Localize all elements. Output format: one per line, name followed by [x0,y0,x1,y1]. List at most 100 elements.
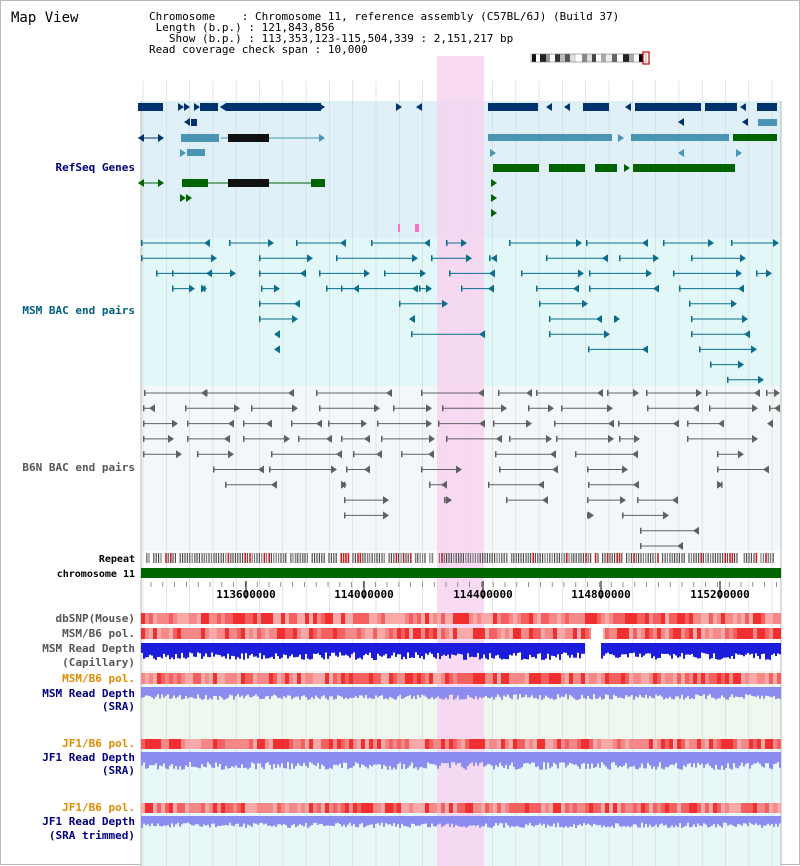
b6n-bac-pair-end-marker[interactable] [376,450,382,459]
msm-bac-pair-end-marker[interactable] [307,254,313,263]
msm-bac-pair-end-marker[interactable] [230,269,236,278]
msm-bac-pair-end-marker[interactable] [596,315,602,323]
msm-bac-pair-end-marker[interactable] [412,284,418,293]
b6n-bac-pair-end-marker[interactable] [696,389,702,397]
b6n-bac-pair-end-marker[interactable] [426,419,432,428]
b6n-bac-pair-end-marker[interactable] [428,450,434,459]
gene-arrow[interactable] [319,103,325,111]
msm-bac-pair-end-marker[interactable] [773,239,779,247]
gene-arrow[interactable] [416,103,422,111]
msm-bac-pair-end-marker[interactable] [653,254,659,263]
gene-arrow[interactable] [319,134,325,142]
msm-bac-pair-end-marker[interactable] [740,254,746,263]
b6n-bac-pair-end-marker[interactable] [271,480,277,489]
b6n-bac-pair-end-marker[interactable] [456,465,462,474]
b6n-bac-pair-end-marker[interactable] [717,480,723,489]
gene-arrow[interactable] [618,134,624,142]
b6n-bac-pair-end-marker[interactable] [738,450,744,459]
msm-bac-pair-end-marker[interactable] [738,360,744,369]
b6n-bac-pair-end-marker[interactable] [588,511,594,520]
b6n-bac-pair-end-marker[interactable] [426,404,432,413]
b6n-bac-pair-end-marker[interactable] [478,389,484,397]
chromosome-bar[interactable] [141,568,781,578]
msm-bac-pair-end-marker[interactable] [646,269,652,278]
b6n-bac-pair-end-marker[interactable] [693,404,699,413]
b6n-bac-pair-end-marker[interactable] [429,434,435,443]
b6n-bac-pair-end-marker[interactable] [620,496,626,505]
gene-arrow[interactable] [491,179,497,187]
msm-bac-pair-end-marker[interactable] [751,345,757,354]
b6n-bac-pair-end-marker[interactable] [622,465,628,474]
b6n-bac-pair-end-marker[interactable] [752,434,758,443]
b6n-bac-pair-end-marker[interactable] [608,434,614,443]
msm-bac-pair-end-marker[interactable] [274,330,280,339]
selected-region-highlight[interactable] [437,56,484,866]
gene-arrow[interactable] [491,194,497,202]
b6n-bac-pair-end-marker[interactable] [364,434,370,443]
b6n-bac-pair-end-marker[interactable] [234,404,240,413]
ideogram-position-marker[interactable] [642,51,650,65]
b6n-bac-pair-end-marker[interactable] [542,496,548,505]
b6n-bac-pair-end-marker[interactable] [754,389,760,397]
b6n-bac-pair-end-marker[interactable] [597,389,603,397]
gene-arrow[interactable] [625,103,631,111]
b6n-bac-pair-end-marker[interactable] [548,404,554,413]
b6n-bac-pair-end-marker[interactable] [284,434,290,443]
msm-bac-pair-end-marker[interactable] [189,284,195,293]
msm-bac-pair-end-marker[interactable] [409,315,415,323]
b6n-bac-pair-end-marker[interactable] [326,434,332,443]
b6n-bac-pair-end-marker[interactable] [361,419,367,428]
msm-bac-pair-end-marker[interactable] [211,254,217,263]
msm-bac-pair-end-marker[interactable] [204,239,210,247]
msm-bac-pair-end-marker[interactable] [744,330,750,339]
b6n-bac-pair-end-marker[interactable] [526,389,532,397]
b6n-bac-pair-end-marker[interactable] [386,389,392,397]
msm-bac-pair-end-marker[interactable] [201,284,207,293]
b6n-bac-pair-end-marker[interactable] [496,434,502,443]
msm-bac-pair-end-marker[interactable] [274,284,280,293]
gene-arrow[interactable] [736,149,742,157]
msm-bac-pair-end-marker[interactable] [426,284,432,293]
gene-arrow[interactable] [138,134,144,142]
b6n-bac-pair-end-marker[interactable] [288,389,294,397]
gene-arrow[interactable] [186,194,192,202]
gene-arrow[interactable] [624,164,630,172]
gene-arrow[interactable] [180,194,186,202]
msm-bac-pair-end-marker[interactable] [766,269,772,278]
b6n-bac-pair-end-marker[interactable] [479,419,485,428]
msm-bac-pair-end-marker[interactable] [466,254,472,263]
b6n-bac-pair-end-marker[interactable] [341,480,347,489]
b6n-bac-pair-end-marker[interactable] [228,419,234,428]
msm-bac-pair-end-marker[interactable] [412,254,418,263]
msm-bac-pair-end-marker[interactable] [268,239,274,247]
msm-bac-pair-end-marker[interactable] [488,284,494,293]
msm-bac-pair-end-marker[interactable] [576,239,582,247]
msm-bac-pair-end-marker[interactable] [274,345,280,354]
gene-arrow[interactable] [158,179,164,187]
b6n-bac-pair-end-marker[interactable] [673,419,679,428]
b6n-bac-pair-end-marker[interactable] [538,480,544,489]
msm-bac-pair-end-marker[interactable] [736,269,742,278]
msm-bac-pair-end-marker[interactable] [420,269,426,278]
b6n-bac-pair-end-marker[interactable] [331,465,337,474]
b6n-bac-pair-end-marker[interactable] [441,480,447,489]
msm-bac-pair-end-marker[interactable] [292,315,298,323]
msm-bac-pair-end-marker[interactable] [573,284,579,293]
b6n-bac-pair-end-marker[interactable] [663,511,669,520]
gene-arrow[interactable] [178,103,184,111]
b6n-bac-pair-end-marker[interactable] [383,496,389,505]
b6n-bac-pair-end-marker[interactable] [374,404,380,413]
msm-bac-pair-end-marker[interactable] [738,284,744,293]
gene-arrow[interactable] [158,134,164,142]
msm-bac-pair-end-marker[interactable] [479,330,485,339]
b6n-bac-pair-end-marker[interactable] [292,404,298,413]
gene-arrow[interactable] [184,118,190,126]
b6n-bac-pair-end-marker[interactable] [228,450,234,459]
msm-bac-pair-end-marker[interactable] [300,269,306,278]
msm-bac-pair-end-marker[interactable] [491,254,497,263]
b6n-bac-pair-end-marker[interactable] [634,434,640,443]
b6n-bac-pair-end-marker[interactable] [149,404,155,413]
gene-arrow[interactable] [220,103,226,111]
gene-arrow[interactable] [491,209,497,217]
